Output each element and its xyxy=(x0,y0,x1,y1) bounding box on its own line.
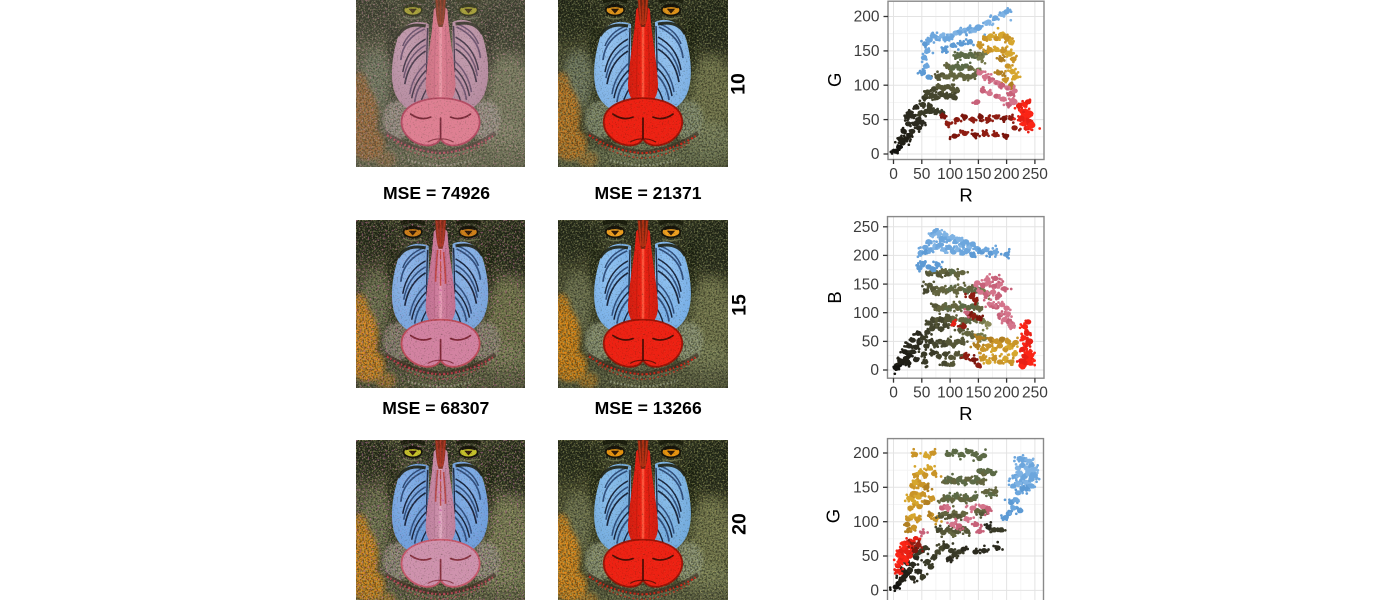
svg-text:0: 0 xyxy=(871,146,880,163)
svg-text:150: 150 xyxy=(965,166,991,183)
svg-text:100: 100 xyxy=(853,305,879,322)
svg-text:100: 100 xyxy=(937,166,963,183)
svg-text:50: 50 xyxy=(913,385,931,402)
svg-text:150: 150 xyxy=(965,385,991,402)
svg-text:R: R xyxy=(959,403,972,420)
svg-text:150: 150 xyxy=(853,480,879,497)
svg-text:0: 0 xyxy=(889,385,898,402)
svg-text:50: 50 xyxy=(862,548,880,565)
svg-text:G: G xyxy=(824,73,845,87)
svg-text:250: 250 xyxy=(853,219,879,236)
svg-text:50: 50 xyxy=(862,334,880,351)
svg-text:200: 200 xyxy=(994,166,1020,183)
svg-text:200: 200 xyxy=(854,9,880,26)
svg-text:50: 50 xyxy=(913,166,931,183)
svg-text:100: 100 xyxy=(854,78,880,95)
svg-text:250: 250 xyxy=(1022,385,1048,402)
svg-text:50: 50 xyxy=(862,112,880,129)
svg-text:0: 0 xyxy=(889,166,898,183)
svg-text:150: 150 xyxy=(854,43,880,60)
svg-text:100: 100 xyxy=(853,514,879,531)
svg-text:200: 200 xyxy=(994,385,1020,402)
svg-text:100: 100 xyxy=(937,385,963,402)
svg-text:0: 0 xyxy=(870,583,879,600)
svg-text:0: 0 xyxy=(870,362,879,379)
svg-text:B: B xyxy=(824,291,845,303)
svg-text:150: 150 xyxy=(853,276,879,293)
svg-text:250: 250 xyxy=(1022,166,1048,183)
svg-text:G: G xyxy=(823,509,844,523)
svg-text:R: R xyxy=(959,185,972,206)
svg-text:200: 200 xyxy=(853,248,879,265)
svg-text:200: 200 xyxy=(853,445,879,462)
